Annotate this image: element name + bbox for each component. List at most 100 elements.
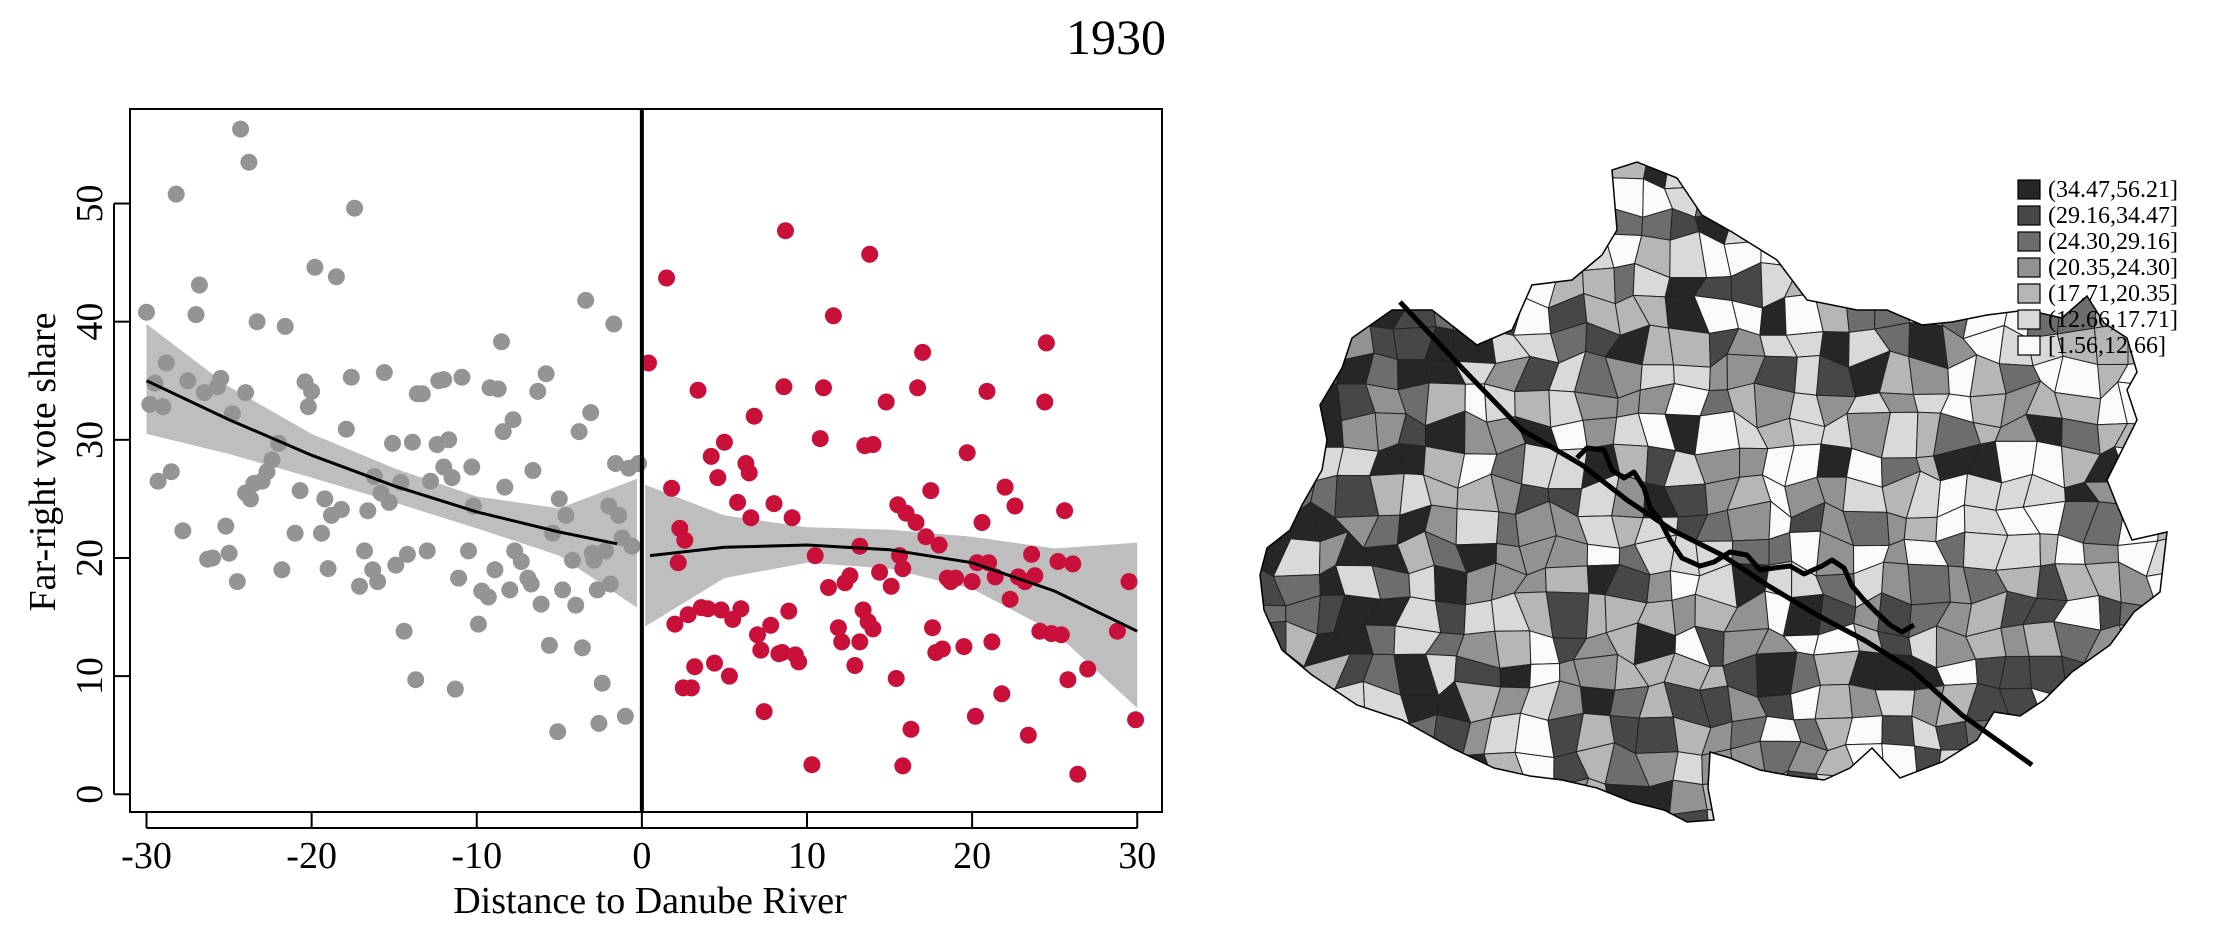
- scatter-point-right: [1056, 502, 1074, 520]
- map-district: [1457, 771, 1491, 810]
- map-district: [2024, 162, 2063, 175]
- scatter-point-right: [762, 616, 780, 634]
- scatter-point-left: [212, 369, 230, 387]
- map-district: [1877, 810, 1917, 822]
- y-tick-label: 30: [69, 421, 111, 459]
- map-district: [1492, 233, 1529, 272]
- scatter-point-right: [914, 343, 932, 361]
- map-district: [1874, 689, 1916, 717]
- map-district: [2175, 295, 2215, 337]
- scatter-point-right: [864, 436, 882, 453]
- scatter-point-left: [248, 313, 266, 331]
- scatter-point-right: [963, 573, 981, 591]
- scatter-point-right: [851, 537, 869, 555]
- scatter-point-right: [833, 633, 851, 651]
- map-district: [1395, 801, 1441, 822]
- map-district: [1912, 772, 1937, 812]
- map-district: [1790, 173, 1830, 220]
- map-district: [1874, 230, 1919, 280]
- x-tick-label: -20: [286, 835, 337, 877]
- scatter-point-right: [851, 633, 869, 651]
- map-district: [1372, 740, 1409, 781]
- map-district: [1310, 162, 1339, 186]
- map-district: [1395, 211, 1437, 245]
- scatter-point-left: [286, 524, 304, 542]
- scatter-point-right: [689, 381, 707, 399]
- map-district: [1816, 231, 1851, 268]
- scatter-point-right: [871, 563, 889, 581]
- map-district: [1963, 162, 2008, 187]
- scatter-point-right: [1036, 393, 1054, 411]
- scatter-point-left: [493, 333, 510, 351]
- scatter-point-left: [157, 354, 175, 372]
- scatter-point-left: [162, 463, 180, 481]
- map-district: [1341, 740, 1381, 782]
- map-district: [1667, 327, 1711, 368]
- map-district: [1514, 751, 1555, 788]
- scatter-point-left: [359, 502, 377, 520]
- scatter-point-left: [220, 544, 238, 562]
- map-district: [1700, 162, 1735, 188]
- scatter-point-left: [398, 545, 416, 563]
- map-district: [1302, 350, 1338, 387]
- map-district: [1302, 321, 1348, 362]
- map-district: [2147, 712, 2167, 756]
- map-district: [2183, 533, 2212, 578]
- scatter-point-left: [582, 404, 600, 422]
- map-district: [1278, 263, 1321, 308]
- map-district: [1492, 267, 1526, 299]
- scatter-point-right: [1019, 726, 1037, 744]
- fit-line-right: [649, 543, 1138, 633]
- map-district: [2144, 776, 2167, 818]
- map-district: [2113, 446, 2149, 483]
- map-district: [1760, 232, 1800, 268]
- ci-band-left: [146, 324, 637, 608]
- scatter-point-right: [815, 379, 832, 397]
- scatter-point-left: [440, 431, 458, 449]
- scatter-point-right: [864, 620, 882, 638]
- map-district: [1545, 591, 1590, 640]
- scatter-point-right: [715, 433, 733, 451]
- scatter-point-right: [909, 379, 927, 397]
- scatter-point-right: [829, 619, 847, 637]
- map-district: [1335, 810, 1372, 822]
- map-district: [1513, 177, 1556, 208]
- map-district: [1332, 213, 1372, 241]
- scatter-point-left: [332, 501, 350, 518]
- map-district: [1276, 230, 1321, 273]
- scatter-point-left: [232, 120, 250, 138]
- scatter-point-right: [765, 495, 783, 513]
- map-district: [1452, 291, 1495, 332]
- scatter-point-right: [669, 554, 687, 572]
- scatter-point-right: [820, 579, 837, 596]
- map-district: [1935, 162, 1975, 173]
- map-district: [1274, 424, 1319, 456]
- map-district: [1431, 773, 1461, 814]
- map-district: [1488, 162, 1524, 179]
- map-district: [1792, 162, 1817, 177]
- map-district: [1935, 720, 1970, 751]
- map-district: [1452, 266, 1495, 298]
- map-district: [2147, 650, 2167, 693]
- map-legend: (34.47,56.21](29.16,34.47](24.30,29.16](…: [2017, 177, 2178, 359]
- map-district: [2145, 569, 2167, 609]
- map-district: [1873, 162, 1908, 188]
- map-district: [1486, 771, 1529, 813]
- map-district: [1609, 811, 1640, 822]
- map-district: [1363, 801, 1405, 822]
- scatter-point-left: [346, 199, 364, 217]
- map-district: [1277, 172, 1317, 210]
- map-district: [2093, 775, 2128, 819]
- map-district: [2146, 604, 2167, 634]
- scatter-point-left: [549, 723, 567, 741]
- map-district: [1798, 232, 1821, 268]
- scatter-point-right: [790, 653, 808, 671]
- map-district: [2117, 774, 2160, 818]
- scatter-point-right: [882, 577, 900, 595]
- scatter-point-left: [605, 315, 623, 333]
- map-district: [2064, 686, 2100, 726]
- map-district: [1544, 565, 1590, 594]
- fit-line-left: [145, 379, 618, 546]
- scatter-point-left: [387, 556, 405, 574]
- scatter-point-right: [803, 756, 821, 774]
